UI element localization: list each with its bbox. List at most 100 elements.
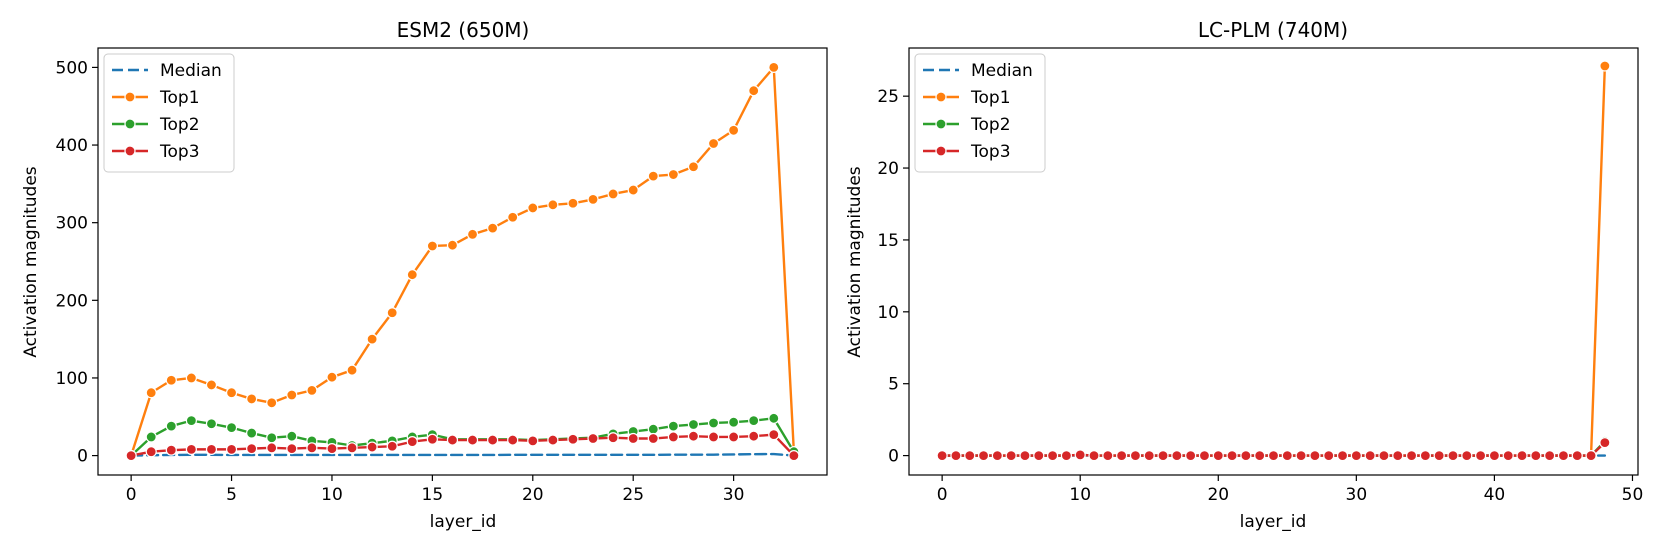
data-point-top2 — [246, 427, 258, 439]
data-point-top2 — [728, 416, 740, 428]
data-point-top3 — [1281, 449, 1293, 462]
y-tick-label: 300 — [56, 214, 88, 234]
data-point-top3 — [587, 432, 599, 445]
data-point-top3 — [125, 449, 137, 462]
legend-box — [914, 53, 1046, 173]
x-tick-label: 15 — [422, 485, 444, 505]
data-point-top3 — [1571, 449, 1583, 462]
data-point-top3 — [266, 442, 278, 454]
legend-marker-top2 — [124, 118, 136, 130]
legend-marker-top3 — [935, 145, 947, 157]
y-tick-label: 5 — [888, 375, 899, 395]
data-point-top2 — [266, 432, 278, 444]
data-point-top3 — [647, 432, 659, 445]
data-point-top3 — [406, 436, 418, 448]
data-point-top3 — [1599, 437, 1611, 449]
x-tick-label: 0 — [126, 485, 137, 505]
legend-marker-top1 — [935, 91, 947, 103]
data-point-top1 — [728, 124, 740, 136]
legend-label-top3: Top3 — [970, 142, 1011, 162]
data-point-top3 — [547, 434, 559, 446]
data-point-top3 — [1461, 449, 1473, 462]
x-axis-label: layer_id — [430, 512, 497, 532]
data-point-top3 — [1516, 449, 1528, 462]
chart-lc-plm: LC-PLM (740M) Activation magnitudes laye… — [845, 18, 1643, 532]
data-point-top1 — [487, 222, 499, 234]
data-point-top1 — [587, 193, 599, 205]
data-point-top1 — [246, 393, 258, 405]
data-point-top3 — [1185, 449, 1197, 462]
data-point-top1 — [286, 389, 298, 401]
data-point-top3 — [366, 441, 378, 453]
data-point-top3 — [1405, 449, 1418, 462]
data-point-top3 — [607, 432, 619, 444]
data-point-top3 — [426, 433, 438, 445]
chart-title: ESM2 (650M) — [397, 18, 530, 42]
data-point-top3 — [1088, 449, 1100, 462]
axes-frame — [908, 47, 1639, 476]
x-tick-label: 10 — [1069, 485, 1091, 505]
legend-marker-top2 — [935, 118, 947, 130]
data-point-top3 — [346, 442, 358, 454]
data-point-top1 — [707, 137, 720, 150]
data-point-top1 — [426, 240, 438, 252]
data-point-top3 — [1212, 449, 1224, 462]
data-point-top1 — [306, 384, 318, 396]
data-point-top3 — [1267, 449, 1280, 462]
legend-box — [103, 53, 235, 173]
data-point-top3 — [1419, 449, 1431, 462]
data-point-top3 — [487, 434, 499, 446]
data-point-top2 — [687, 418, 700, 431]
data-point-top1 — [507, 211, 519, 223]
plot-area — [936, 60, 1611, 462]
x-tick-label: 25 — [622, 485, 644, 505]
data-point-top1 — [667, 168, 679, 181]
data-point-top1 — [1599, 60, 1611, 72]
legend-marker-top3 — [124, 145, 136, 157]
data-point-top1 — [446, 239, 459, 251]
data-point-top1 — [647, 170, 659, 182]
data-point-top3 — [1033, 449, 1045, 462]
data-point-top3 — [768, 429, 780, 441]
data-point-top1 — [185, 372, 197, 384]
y-tick-label: 100 — [56, 369, 88, 389]
data-point-top3 — [1309, 449, 1321, 462]
data-point-top1 — [326, 371, 338, 383]
legend-label-top2: Top2 — [159, 115, 200, 135]
data-point-top1 — [768, 61, 780, 74]
data-point-top1 — [165, 374, 177, 386]
data-point-top2 — [647, 423, 659, 435]
x-tick-label: 50 — [1622, 485, 1644, 505]
x-tick-label: 5 — [226, 485, 237, 505]
data-point-top3 — [936, 449, 948, 462]
chart-esm2: ESM2 (650M) Activation magnitudes layer_… — [21, 18, 828, 532]
data-point-top1 — [547, 199, 559, 211]
data-point-top3 — [1295, 449, 1307, 462]
data-point-top3 — [1350, 449, 1362, 462]
data-point-top1 — [466, 228, 479, 240]
data-point-top3 — [1198, 449, 1211, 462]
series-line-median — [129, 452, 796, 457]
data-point-top3 — [326, 443, 338, 455]
data-point-top3 — [145, 446, 157, 458]
x-tick-label: 0 — [937, 485, 948, 505]
data-point-top2 — [286, 430, 298, 442]
data-point-top3 — [466, 434, 479, 446]
legend-label-top3: Top3 — [159, 142, 200, 162]
data-point-top3 — [687, 430, 700, 442]
data-point-top3 — [1585, 449, 1597, 462]
x-axis-label: layer_id — [1240, 512, 1307, 532]
data-point-top1 — [687, 161, 700, 173]
axes-frame — [97, 47, 828, 476]
x-tick-label: 30 — [1346, 485, 1368, 505]
data-point-top3 — [246, 443, 258, 455]
data-point-top3 — [1433, 449, 1445, 462]
legend-label-median: Median — [971, 61, 1033, 81]
chart-title: LC-PLM (740M) — [1198, 18, 1348, 42]
data-point-top3 — [306, 442, 318, 454]
data-point-top3 — [627, 432, 639, 445]
data-point-top1 — [225, 387, 238, 399]
data-point-top3 — [1074, 449, 1086, 461]
